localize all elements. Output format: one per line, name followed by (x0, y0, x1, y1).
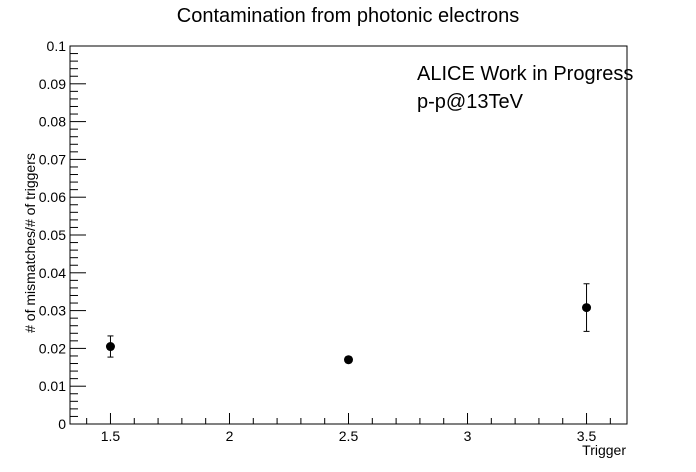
y-tick-label: 0.05 (39, 227, 66, 243)
x-tick-label: 2 (226, 428, 234, 444)
y-tick-label: 0 (58, 416, 66, 432)
y-tick-label: 0.01 (39, 378, 66, 394)
y-tick-label: 0.03 (39, 303, 66, 319)
data-point (344, 355, 353, 365)
point-marker (105, 342, 115, 352)
y-tick-label: 0.09 (39, 76, 66, 92)
x-tick-label: 3.5 (577, 428, 597, 444)
y-axis-ticks (70, 45, 86, 425)
annotation-collision: p-p@13TeV (417, 91, 524, 113)
plot-frame (69, 45, 628, 425)
y-tick-label: 0.02 (39, 340, 66, 356)
point-marker (344, 355, 353, 365)
y-tick-label: 0.07 (39, 151, 66, 167)
chart-title: Contamination from photonic electrons (177, 5, 519, 27)
x-axis-tick-labels: 1.5 2 2.5 3 3.5 (101, 428, 597, 444)
point-marker (582, 303, 592, 313)
y-tick-label: 0.08 (39, 114, 66, 130)
y-axis-label: # of mismatches/# of triggers (22, 153, 38, 333)
y-tick-label: 0.06 (39, 189, 66, 205)
data-point (582, 283, 592, 332)
x-tick-label: 3 (464, 428, 472, 444)
x-axis-label: Trigger (582, 442, 626, 458)
y-tick-label: 0.1 (47, 38, 67, 54)
y-tick-label: 0.04 (39, 265, 66, 281)
x-tick-label: 2.5 (339, 428, 359, 444)
data-point (105, 335, 115, 358)
annotation-experiment: ALICE Work in Progress (417, 63, 633, 85)
y-axis-tick-labels: 0 0.01 0.02 0.03 0.04 0.05 0.06 0.07 0.08 0.09 0.1 (39, 38, 66, 432)
data-points (105, 283, 592, 365)
x-axis-ticks (86, 413, 611, 424)
x-tick-label: 1.5 (101, 428, 121, 444)
